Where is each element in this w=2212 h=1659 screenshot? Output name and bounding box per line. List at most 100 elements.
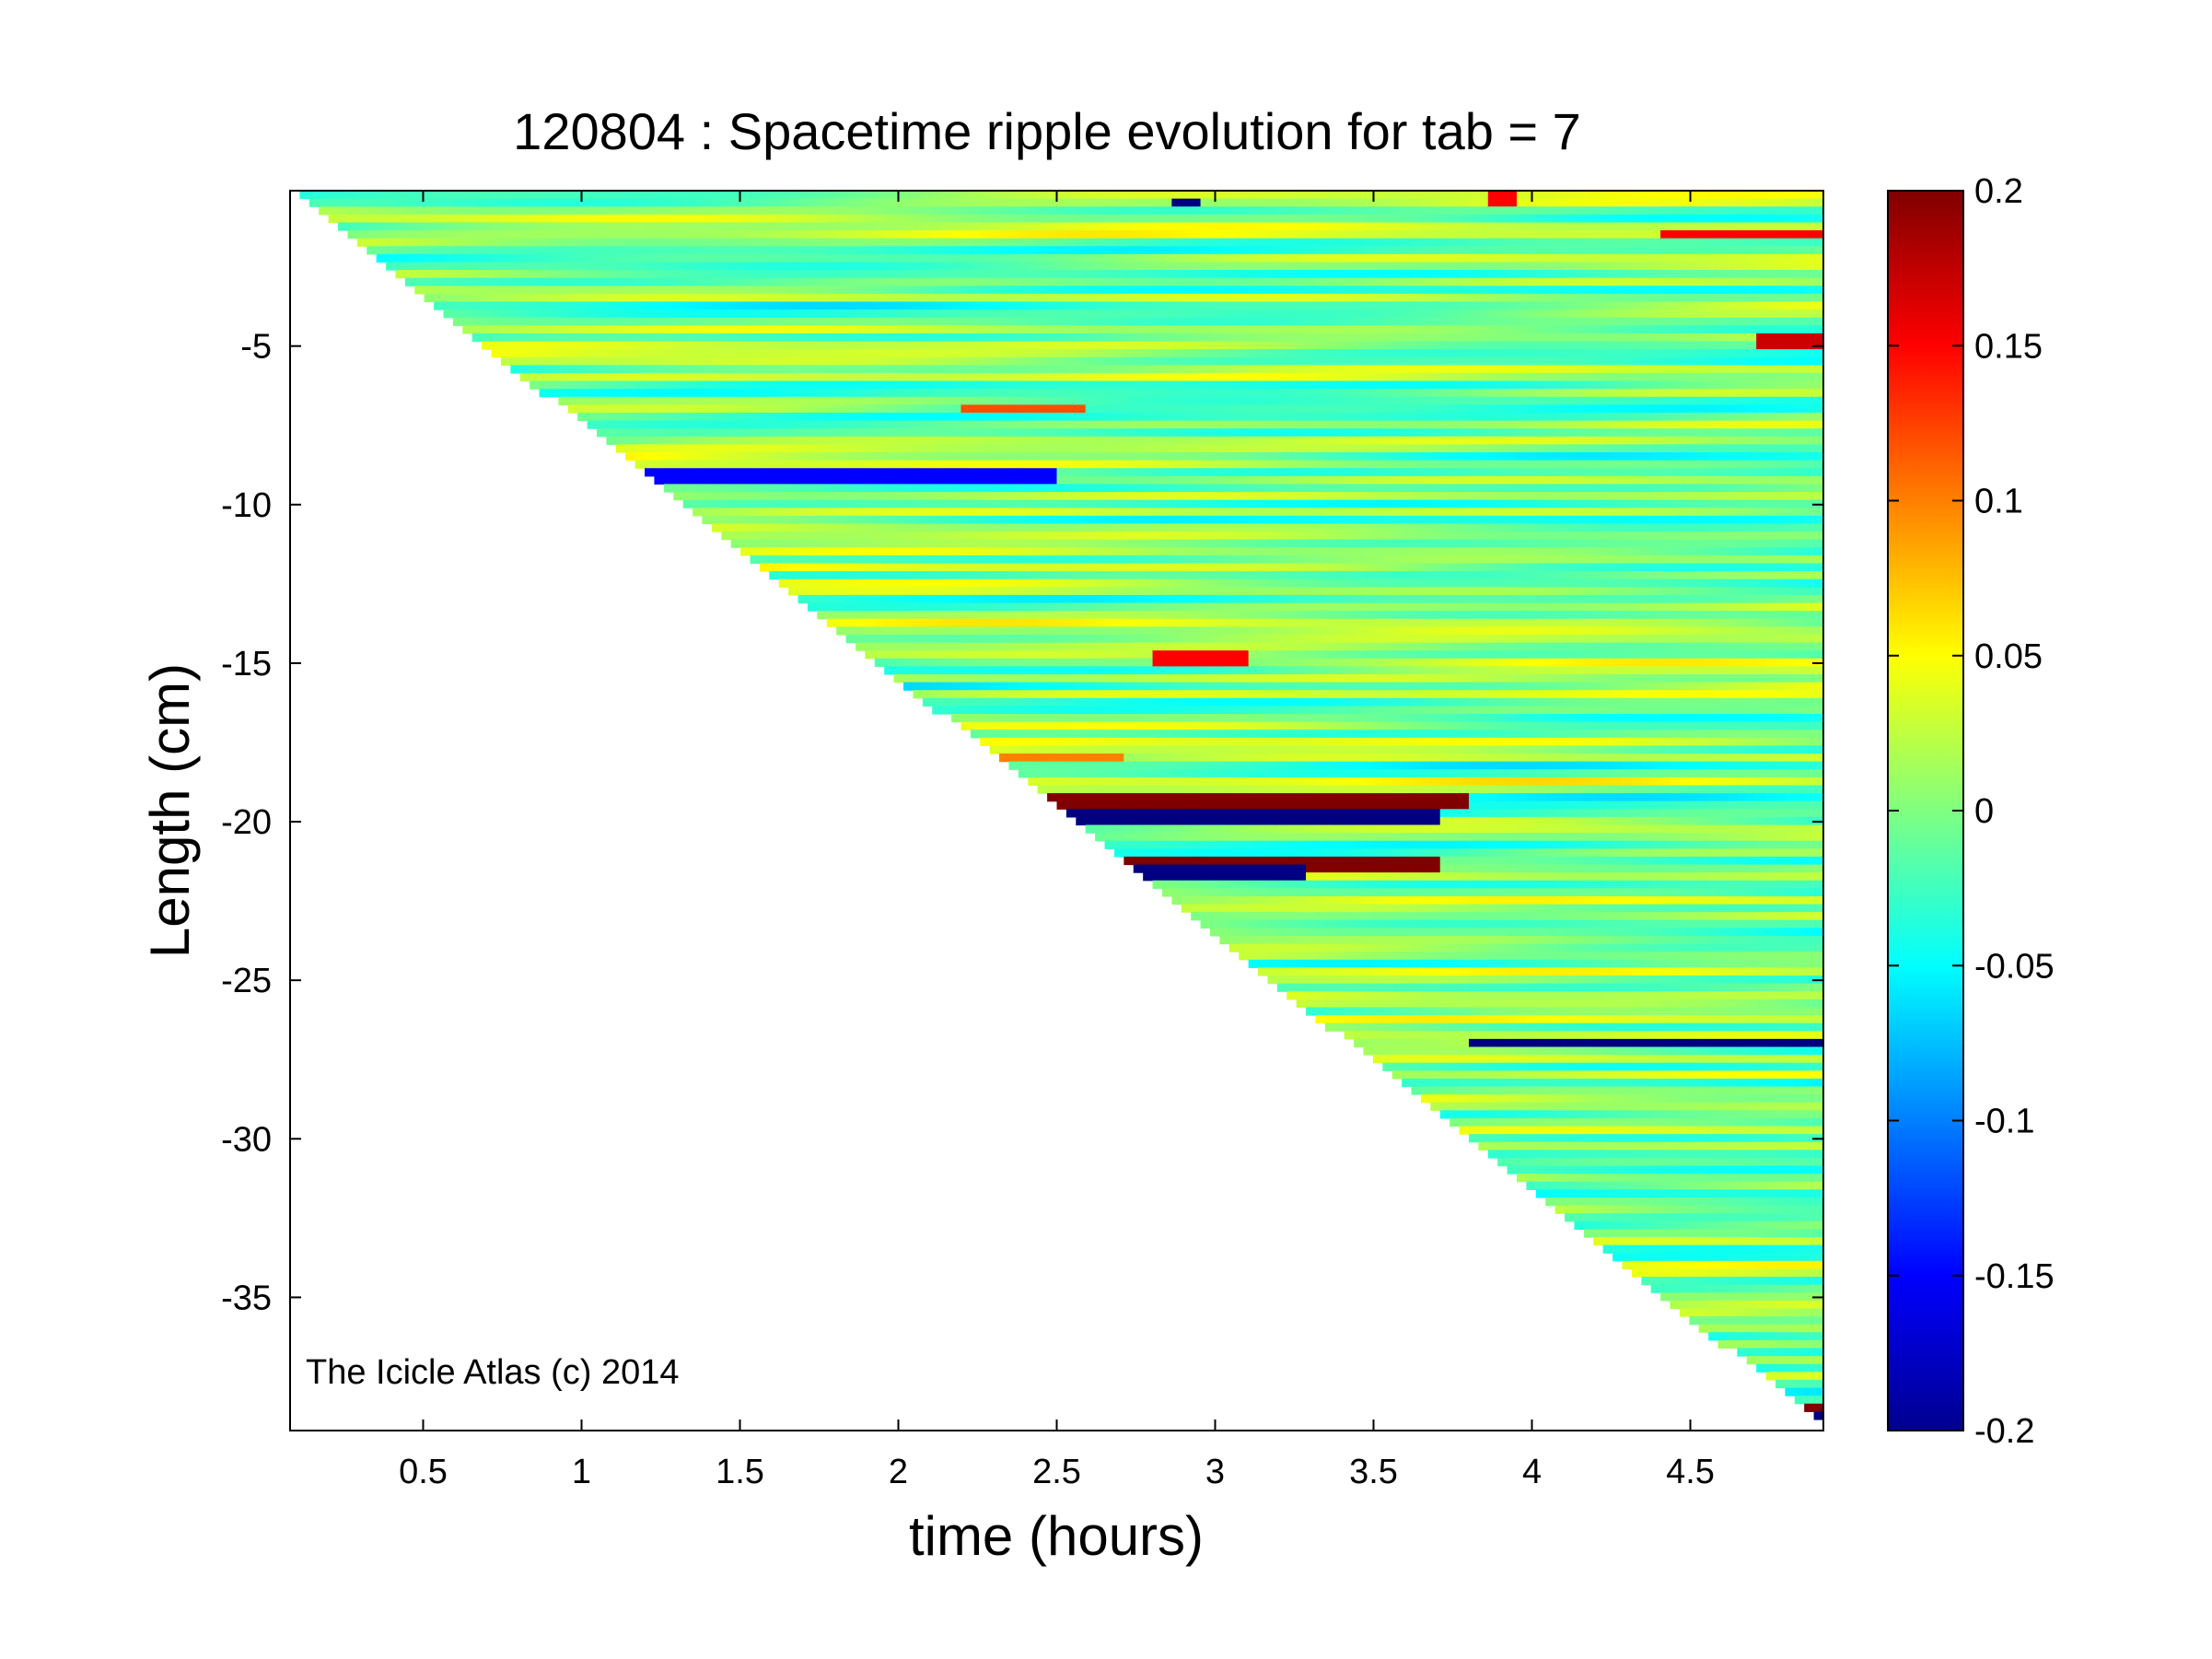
heatmap-cell <box>1161 650 1172 660</box>
heatmap-cell <box>980 523 991 532</box>
heatmap-cell <box>989 428 1000 438</box>
heatmap-cell <box>1210 547 1221 556</box>
heatmap-cell <box>1113 602 1124 612</box>
heatmap-cell <box>1085 317 1096 326</box>
heatmap-cell <box>1152 626 1163 636</box>
heatmap-cell <box>1228 721 1240 730</box>
heatmap-cell <box>970 372 981 382</box>
heatmap-cell <box>693 420 704 429</box>
heatmap-cell <box>1123 310 1135 319</box>
heatmap-cell <box>587 412 598 422</box>
heatmap-cell <box>1104 341 1115 350</box>
heatmap-cell <box>1076 816 1087 826</box>
heatmap-cell <box>913 238 924 247</box>
heatmap-cell <box>1143 602 1154 612</box>
heatmap-cell <box>597 191 608 200</box>
heatmap-cell <box>1085 611 1096 620</box>
heatmap-cell <box>845 349 856 358</box>
heatmap-cell <box>845 404 856 414</box>
heatmap-cell <box>587 301 598 310</box>
heatmap-cell <box>941 690 952 699</box>
heatmap-cell <box>663 389 674 398</box>
heatmap-cell <box>1008 673 1019 683</box>
heatmap-cell <box>922 372 933 382</box>
heatmap-cell <box>999 277 1010 286</box>
heatmap-cell <box>1239 310 1250 319</box>
heatmap-cell <box>913 571 924 580</box>
heatmap-cell <box>1076 611 1087 620</box>
heatmap-cell <box>855 634 866 644</box>
heatmap-cell <box>1085 737 1096 747</box>
heatmap-cell <box>913 658 924 667</box>
heatmap-cell <box>1104 523 1115 532</box>
heatmap-cell <box>424 206 435 216</box>
heatmap-cell <box>1037 730 1048 739</box>
heatmap-cell <box>1085 468 1096 477</box>
heatmap-cell <box>1065 745 1077 754</box>
heatmap-cell <box>778 301 789 310</box>
heatmap-cell <box>1248 697 1259 707</box>
heatmap-cell <box>693 310 704 319</box>
heatmap-cell <box>654 230 665 240</box>
heatmap-cell <box>778 404 789 414</box>
heatmap-cell <box>1228 333 1240 343</box>
heatmap-cell <box>1219 333 1230 343</box>
heatmap-cell <box>673 396 684 405</box>
heatmap-cell <box>548 230 559 240</box>
heatmap-cell <box>797 372 809 382</box>
heatmap-cell <box>721 372 732 382</box>
heatmap-cell <box>519 214 530 224</box>
heatmap-cell <box>1171 706 1182 715</box>
heatmap-cell <box>1076 563 1087 572</box>
heatmap-cell <box>750 468 761 477</box>
heatmap-cell <box>1143 286 1154 295</box>
heatmap-cell <box>1065 499 1077 508</box>
heatmap-cell <box>826 293 837 303</box>
heatmap-cell <box>740 428 751 438</box>
heatmap-cell <box>836 460 847 469</box>
heatmap-cell <box>711 238 722 247</box>
heatmap-cell <box>913 452 924 461</box>
heatmap-cell <box>443 198 454 207</box>
heatmap-cell <box>500 222 511 231</box>
heatmap-cell <box>769 523 780 532</box>
heatmap-cell <box>960 658 972 667</box>
heatmap-cell <box>1171 310 1182 319</box>
heatmap-cell <box>951 270 962 279</box>
heatmap-cell <box>1258 475 1269 485</box>
heatmap-cell <box>1258 602 1269 612</box>
heatmap-cell <box>711 452 722 461</box>
heatmap-cell <box>1191 428 1202 438</box>
heatmap-cell <box>836 468 847 477</box>
heatmap-cell <box>654 380 665 390</box>
heatmap-cell <box>702 492 713 501</box>
heatmap-cell <box>1200 618 1211 627</box>
heatmap-cell <box>693 452 704 461</box>
heatmap-cell <box>1104 230 1115 240</box>
heatmap-cell <box>510 310 521 319</box>
heatmap-cell <box>1171 800 1182 810</box>
heatmap-cell <box>1095 191 1106 200</box>
heatmap-cell <box>702 389 713 398</box>
heatmap-cell <box>1008 270 1019 279</box>
heatmap-cell <box>970 666 981 675</box>
heatmap-cell <box>1037 230 1048 240</box>
heatmap-cell <box>1171 246 1182 255</box>
heatmap-cell <box>932 484 943 493</box>
heatmap-cell <box>874 310 885 319</box>
heatmap-cell <box>721 380 732 390</box>
heatmap-cell <box>989 666 1000 675</box>
heatmap-cell <box>1219 484 1230 493</box>
heatmap-cell <box>913 191 924 200</box>
heatmap-cell <box>1065 714 1077 723</box>
heatmap-cell <box>1028 611 1039 620</box>
heatmap-cell <box>1113 230 1124 240</box>
heatmap-cell <box>500 253 511 263</box>
heatmap-cell <box>530 270 541 279</box>
heatmap-cell <box>1248 428 1259 438</box>
heatmap-cell <box>443 270 454 279</box>
heatmap-cell <box>673 222 684 231</box>
heatmap-cell <box>884 666 895 675</box>
heatmap-cell <box>951 611 962 620</box>
heatmap-cell <box>1018 253 1029 263</box>
